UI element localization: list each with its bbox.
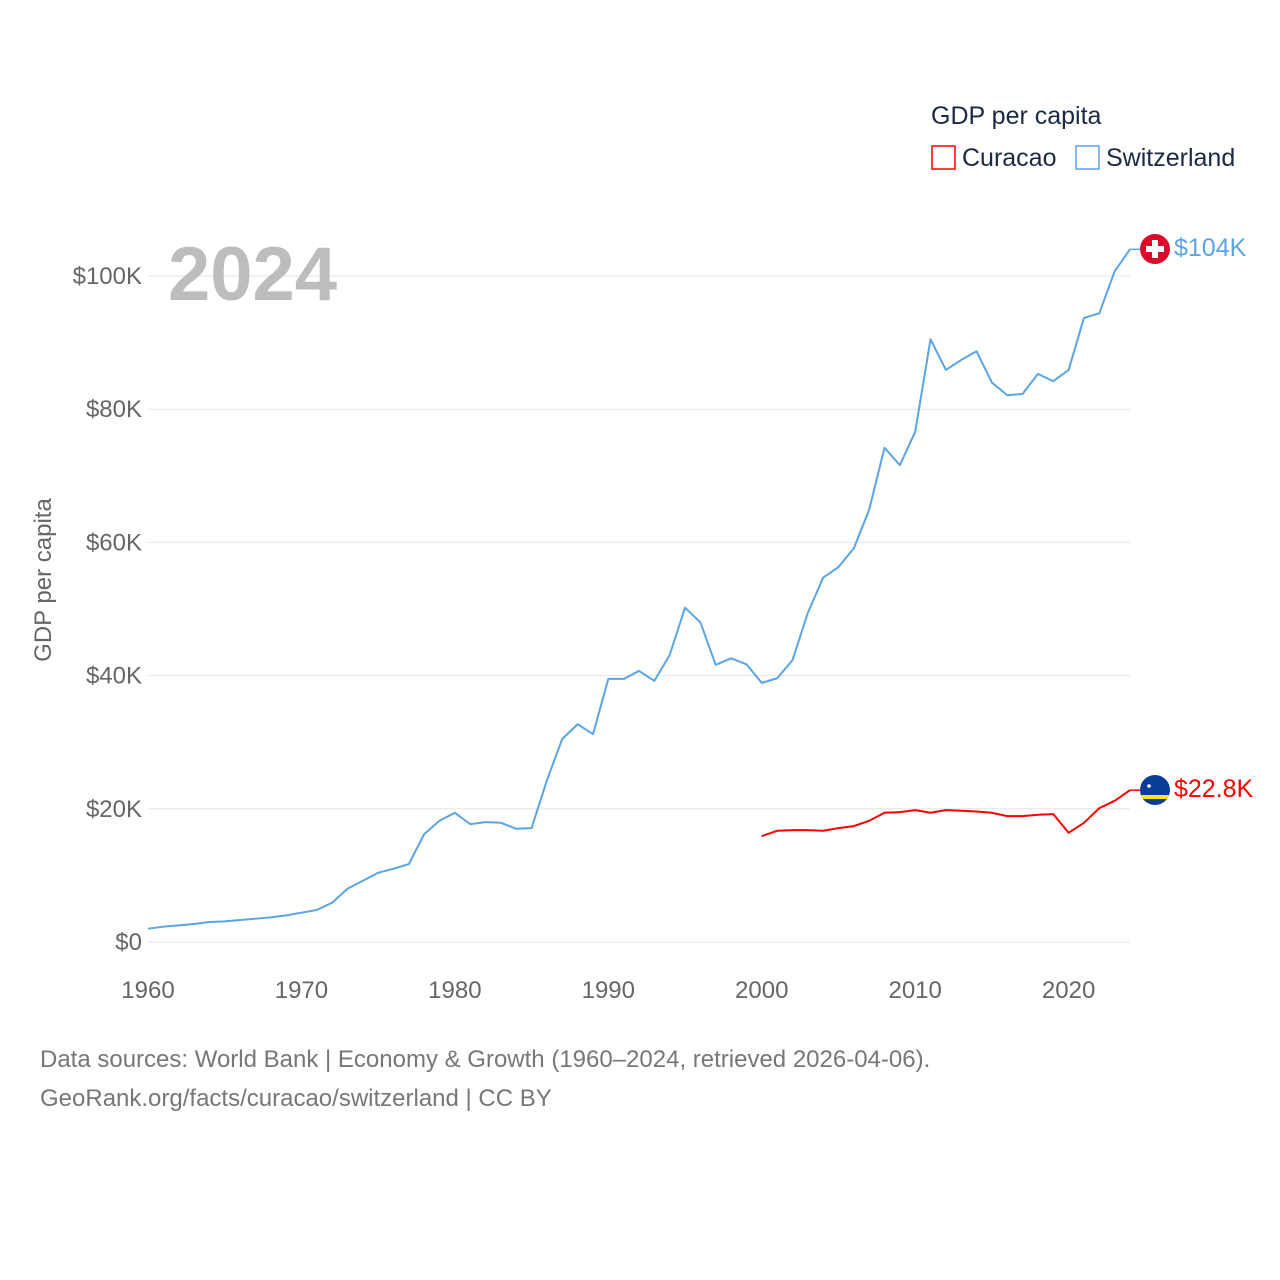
curacao-end-label: $22.8K [1174,775,1254,803]
attribution-link[interactable]: GeoRank.org/facts/curacao/switzerland | … [40,1085,552,1112]
y-tick-label: $80K [86,396,142,423]
legend-label-switzerland: Switzerland [1106,144,1235,172]
y-tick-label: $20K [86,796,142,823]
x-tick-label: 2000 [735,977,788,1004]
switzerland-end-label: $104K [1174,234,1247,262]
legend-swatch-switzerland [1075,145,1100,170]
x-tick-label: 1980 [428,977,481,1004]
x-tick-label: 1960 [121,977,174,1004]
y-tick-label: $100K [73,263,142,290]
legend-title: GDP per capita [931,102,1102,130]
y-tick-label: $60K [86,529,142,556]
year-watermark: 2024 [168,232,337,317]
legend-item-switzerland[interactable]: Switzerland [1075,144,1235,172]
y-axis-label: GDP per capita [30,498,57,662]
y-tick-label: $0 [115,929,142,956]
x-tick-label: 1990 [582,977,635,1004]
legend-swatch-curacao [931,145,956,170]
curacao-flag-icon [1140,775,1170,805]
series-line-switzerland [147,248,1131,930]
x-tick-label: 1970 [275,977,328,1004]
data-source-note: Data sources: World Bank | Economy & Gro… [40,1046,931,1073]
gdp-line-chart: $0 $20K $40K $60K $80K $100K 1960 1970 1980 1990… [30,102,1254,1004]
legend-label-curacao: Curacao [962,144,1057,172]
series-line-curacao [761,789,1131,838]
switzerland-flag-icon [1140,234,1170,264]
y-tick-label: $40K [86,663,142,690]
x-tick-label: 2010 [888,977,941,1004]
x-tick-label: 2020 [1042,977,1095,1004]
legend-item-curacao[interactable]: Curacao [931,144,1057,172]
